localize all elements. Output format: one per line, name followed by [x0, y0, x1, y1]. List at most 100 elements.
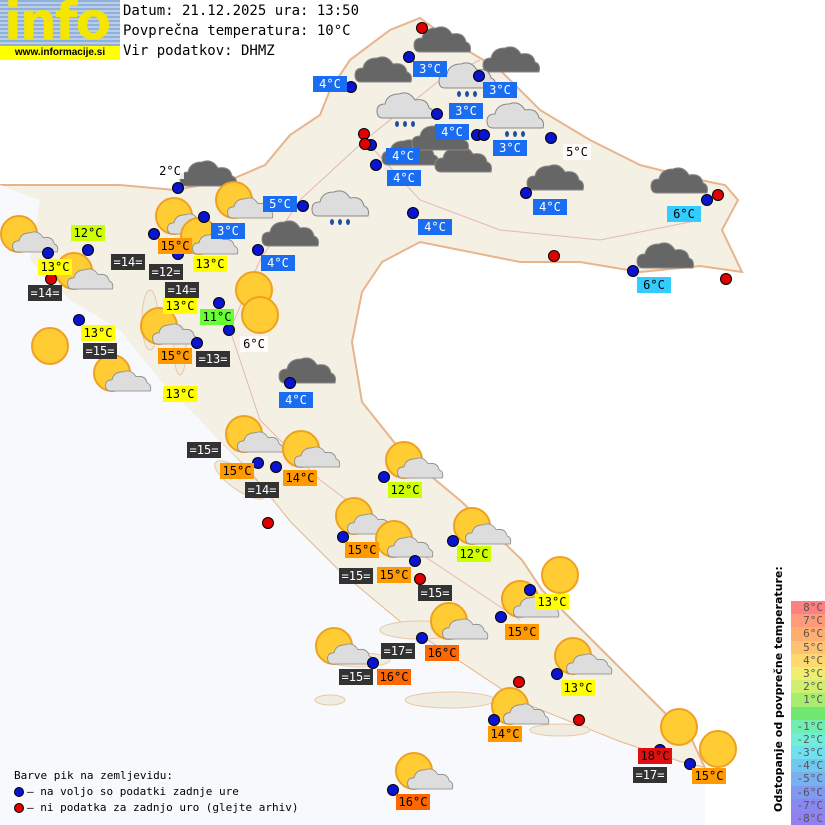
temperature-deviation-scale: 8°C 7°C 6°C 5°C 4°C 3°C 2°C 1°C -1°C -2°C -3°C -4°C… — [791, 601, 825, 825]
station-dot-available[interactable] — [684, 758, 696, 770]
temperature-label: =15= — [339, 568, 373, 584]
station-dot-available[interactable] — [495, 611, 507, 623]
logo-text: info — [4, 0, 111, 52]
rain-drop-icon — [465, 91, 469, 97]
temperature-label: =14= — [111, 254, 145, 270]
station-dot-available[interactable] — [213, 297, 225, 309]
temperature-label: 14°C — [283, 470, 317, 486]
scale-step: 1°C — [791, 693, 825, 707]
scale-title: Odstopanje od povprečne temperature: — [772, 566, 785, 812]
legend-available: – na voljo so podatki zadnje ure — [27, 785, 239, 798]
temperature-label: 4°C — [418, 219, 452, 235]
sun-icon — [541, 556, 579, 594]
scale-step: 6°C — [791, 627, 825, 641]
temperature-label: 4°C — [533, 199, 567, 215]
station-dot-missing[interactable] — [414, 573, 426, 585]
station-dot-available[interactable] — [370, 159, 382, 171]
temperature-label: =14= — [28, 285, 62, 301]
scale-step: -2°C — [791, 732, 825, 747]
sun-icon — [660, 708, 698, 746]
station-dot-available[interactable] — [627, 265, 639, 277]
station-dot-available[interactable] — [520, 187, 532, 199]
temperature-label: 13°C — [193, 256, 227, 272]
temperature-label: 15°C — [692, 768, 726, 784]
station-dot-available[interactable] — [284, 377, 296, 389]
rain-drop-icon — [457, 91, 461, 97]
temperature-label: 6°C — [637, 277, 671, 293]
sun-icon — [241, 296, 279, 334]
temperature-label: 13°C — [38, 259, 72, 275]
temperature-label: 16°C — [425, 645, 459, 661]
rain-drop-icon — [411, 121, 415, 127]
station-dot-available[interactable] — [73, 314, 85, 326]
station-dot-available[interactable] — [403, 51, 415, 63]
legend-missing: – ni podatka za zadnjo uro (glejte arhiv… — [27, 801, 299, 814]
station-dot-available[interactable] — [447, 535, 459, 547]
station-dot-available[interactable] — [252, 244, 264, 256]
temperature-label: =15= — [339, 669, 373, 685]
temperature-label: 12°C — [388, 482, 422, 498]
temperature-label: 3°C — [449, 103, 483, 119]
station-dot-missing[interactable] — [712, 189, 724, 201]
temperature-label: 12°C — [71, 225, 105, 241]
temperature-label: 13°C — [561, 680, 595, 696]
station-dot-available[interactable] — [524, 584, 536, 596]
station-dot-available[interactable] — [551, 668, 563, 680]
station-dot-missing[interactable] — [513, 676, 525, 688]
scale-step: 2°C — [791, 680, 825, 694]
station-dot-available[interactable] — [473, 70, 485, 82]
scale-step — [791, 706, 825, 720]
station-dot-available[interactable] — [416, 632, 428, 644]
scale-step: -4°C — [791, 759, 825, 773]
station-dot-available[interactable] — [297, 200, 309, 212]
station-dot-available[interactable] — [191, 337, 203, 349]
station-dot-available[interactable] — [488, 714, 500, 726]
temperature-label: 4°C — [387, 170, 421, 186]
station-dot-available[interactable] — [172, 182, 184, 194]
logo[interactable]: info www.informacije.si — [0, 0, 120, 60]
station-dot-missing[interactable] — [548, 250, 560, 262]
temperature-label: 3°C — [493, 140, 527, 156]
station-dot-available[interactable] — [198, 211, 210, 223]
source-line: Vir podatkov: DHMZ — [123, 43, 275, 59]
station-dot-available[interactable] — [431, 108, 443, 120]
station-dot-missing[interactable] — [720, 273, 732, 285]
station-dot-available[interactable] — [387, 784, 399, 796]
station-dot-available[interactable] — [701, 194, 713, 206]
scale-step: -8°C — [791, 812, 825, 825]
station-dot-available[interactable] — [148, 228, 160, 240]
station-dot-available[interactable] — [42, 247, 54, 259]
rain-drop-icon — [338, 219, 342, 225]
station-dot-available[interactable] — [223, 324, 235, 336]
station-dot-available[interactable] — [82, 244, 94, 256]
station-dot-available[interactable] — [478, 129, 490, 141]
rain-drop-icon — [513, 131, 517, 137]
station-dot-available[interactable] — [545, 132, 557, 144]
station-dot-available[interactable] — [378, 471, 390, 483]
station-dot-missing[interactable] — [573, 714, 585, 726]
temperature-label: =12= — [149, 264, 183, 280]
temperature-label: 18°C — [638, 748, 672, 764]
station-dot-missing[interactable] — [262, 517, 274, 529]
temperature-label: 12°C — [457, 546, 491, 562]
logo-url[interactable]: www.informacije.si — [0, 46, 120, 60]
temperature-label: 5°C — [563, 144, 591, 160]
temperature-label: =15= — [418, 585, 452, 601]
temperature-label: 2°C — [156, 163, 184, 179]
scale-step: -1°C — [791, 719, 825, 733]
temperature-label: 6°C — [240, 336, 268, 352]
station-dot-available[interactable] — [337, 531, 349, 543]
station-dot-missing[interactable] — [359, 138, 371, 150]
station-dot-missing[interactable] — [416, 22, 428, 34]
rain-drop-icon — [403, 121, 407, 127]
temperature-label: 13°C — [535, 594, 569, 610]
station-dot-available[interactable] — [407, 207, 419, 219]
avg-temp-line: Povprečna temperatura: 10°C — [123, 23, 351, 39]
temperature-label: =14= — [165, 282, 199, 298]
station-dot-available[interactable] — [367, 657, 379, 669]
station-dot-available[interactable] — [409, 555, 421, 567]
station-dot-available[interactable] — [270, 461, 282, 473]
temperature-label: 15°C — [377, 567, 411, 583]
rain-drop-icon — [521, 131, 525, 137]
